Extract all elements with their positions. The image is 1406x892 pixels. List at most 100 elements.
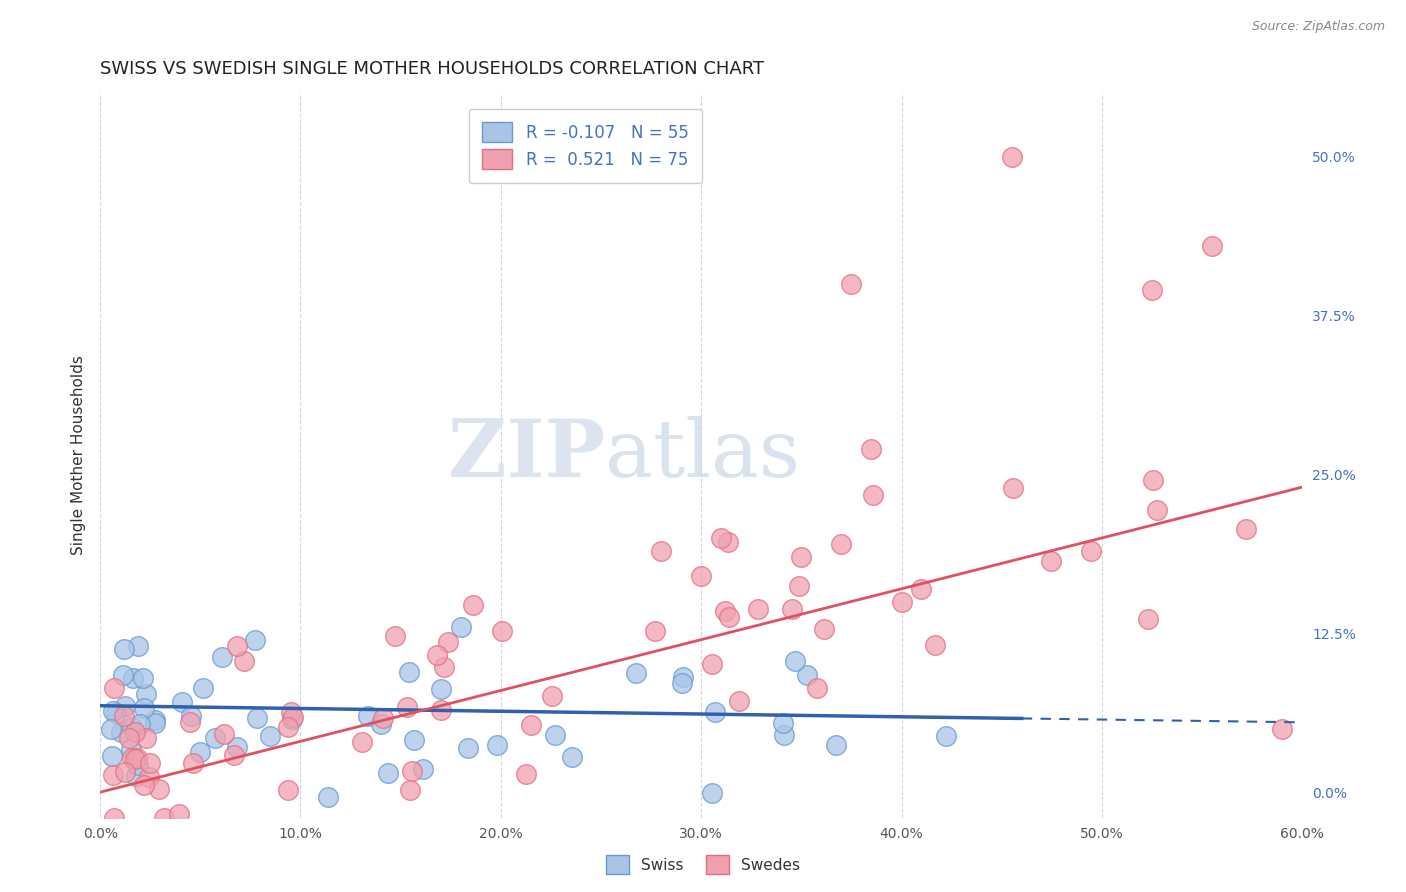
Point: [179, 715, 201, 730]
Point: [233, 654, 256, 668]
Point: [280, 712, 302, 726]
Point: [167, 806, 190, 821]
Point: [1040, 554, 1063, 568]
Point: [1142, 473, 1164, 487]
Point: [399, 782, 422, 797]
Point: [404, 733, 426, 747]
Point: [561, 749, 583, 764]
Point: [110, 725, 132, 739]
Point: [395, 699, 418, 714]
Point: [121, 720, 143, 734]
Legend: R = -0.107   N = 55, R =  0.521   N = 75: R = -0.107 N = 55, R = 0.521 N = 75: [470, 109, 702, 183]
Point: [127, 757, 149, 772]
Point: [124, 725, 146, 739]
Point: [780, 601, 803, 615]
Point: [1140, 283, 1163, 297]
Point: [450, 620, 472, 634]
Point: [246, 711, 269, 725]
Point: [1234, 522, 1257, 536]
Point: [773, 728, 796, 742]
Point: [100, 722, 122, 736]
Point: [541, 689, 564, 703]
Point: [1271, 722, 1294, 736]
Point: [650, 543, 672, 558]
Point: [120, 742, 142, 756]
Point: [181, 756, 204, 771]
Point: [783, 654, 806, 668]
Point: [384, 629, 406, 643]
Point: [193, 681, 215, 695]
Point: [280, 705, 302, 719]
Point: [515, 767, 537, 781]
Point: [935, 729, 957, 743]
Point: [101, 704, 124, 718]
Point: [357, 709, 380, 723]
Point: [1001, 482, 1024, 496]
Text: atlas: atlas: [605, 417, 800, 494]
Point: [703, 706, 725, 720]
Point: [131, 672, 153, 686]
Point: [426, 648, 449, 662]
Legend: Swiss, Swedes: Swiss, Swedes: [599, 849, 807, 880]
Point: [103, 811, 125, 825]
Point: [1080, 544, 1102, 558]
Point: [114, 765, 136, 780]
Point: [127, 639, 149, 653]
Point: [825, 739, 848, 753]
Point: [924, 638, 946, 652]
Point: [222, 748, 245, 763]
Point: [433, 659, 456, 673]
Point: [377, 766, 399, 780]
Point: [747, 602, 769, 616]
Point: [430, 702, 453, 716]
Point: [710, 531, 733, 545]
Point: [100, 749, 122, 764]
Point: [132, 701, 155, 715]
Text: Source: ZipAtlas.com: Source: ZipAtlas.com: [1251, 20, 1385, 33]
Point: [188, 745, 211, 759]
Point: [398, 665, 420, 679]
Point: [370, 717, 392, 731]
Point: [277, 720, 299, 734]
Point: [135, 687, 157, 701]
Point: [243, 633, 266, 648]
Point: [112, 641, 135, 656]
Point: [806, 681, 828, 695]
Point: [718, 609, 741, 624]
Point: [690, 569, 713, 583]
Point: [204, 731, 226, 745]
Point: [103, 681, 125, 696]
Point: [862, 488, 884, 502]
Point: [112, 667, 135, 681]
Point: [796, 667, 818, 681]
Point: [717, 535, 740, 549]
Point: [624, 666, 647, 681]
Point: [112, 709, 135, 723]
Point: [124, 752, 146, 766]
Point: [316, 790, 339, 805]
Point: [412, 763, 434, 777]
Point: [128, 717, 150, 731]
Point: [121, 751, 143, 765]
Point: [211, 650, 233, 665]
Point: [430, 681, 453, 696]
Point: [134, 778, 156, 792]
Point: [180, 709, 202, 723]
Text: SWISS VS SWEDISH SINGLE MOTHER HOUSEHOLDS CORRELATION CHART: SWISS VS SWEDISH SINGLE MOTHER HOUSEHOLD…: [100, 60, 765, 78]
Point: [787, 579, 810, 593]
Point: [259, 729, 281, 743]
Point: [485, 738, 508, 752]
Point: [152, 811, 174, 825]
Point: [125, 769, 148, 783]
Point: [728, 694, 751, 708]
Point: [1201, 238, 1223, 252]
Point: [148, 781, 170, 796]
Point: [352, 734, 374, 748]
Point: [644, 624, 666, 639]
Point: [790, 549, 813, 564]
Point: [671, 676, 693, 690]
Point: [277, 782, 299, 797]
Point: [702, 657, 724, 672]
Point: [672, 670, 695, 684]
Point: [143, 715, 166, 730]
